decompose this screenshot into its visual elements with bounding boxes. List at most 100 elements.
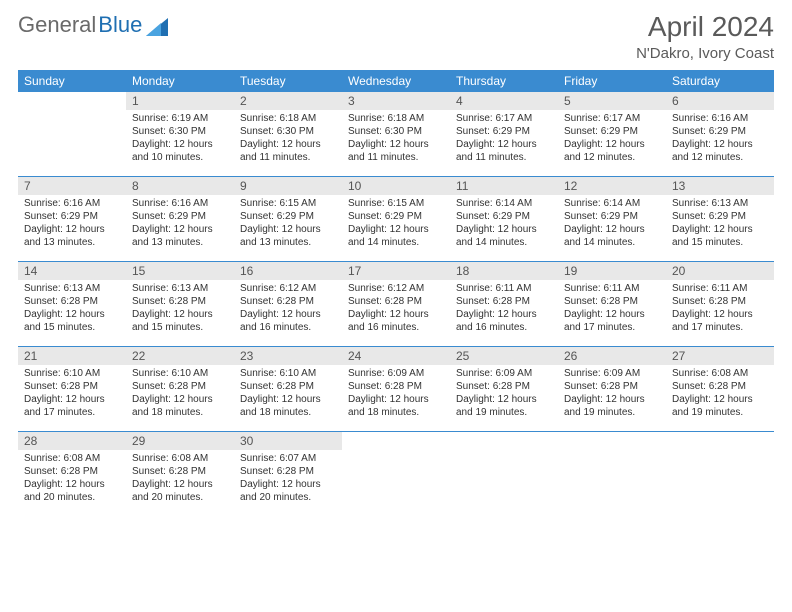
sunrise-text: Sunrise: 6:11 AM — [456, 282, 552, 295]
weekday-header: Tuesday — [234, 70, 342, 92]
daylight-text: Daylight: 12 hours and 19 minutes. — [564, 393, 660, 419]
day-number: 11 — [450, 177, 558, 195]
sunrise-text: Sunrise: 6:12 AM — [240, 282, 336, 295]
day-details: Sunrise: 6:13 AMSunset: 6:28 PMDaylight:… — [18, 280, 126, 338]
weekday-header: Sunday — [18, 70, 126, 92]
calendar-day-cell: 21Sunrise: 6:10 AMSunset: 6:28 PMDayligh… — [18, 346, 126, 431]
calendar-day-cell: 15Sunrise: 6:13 AMSunset: 6:28 PMDayligh… — [126, 261, 234, 346]
daylight-text: Daylight: 12 hours and 18 minutes. — [240, 393, 336, 419]
day-number: 7 — [18, 177, 126, 195]
sunrise-text: Sunrise: 6:10 AM — [240, 367, 336, 380]
sunrise-text: Sunrise: 6:09 AM — [348, 367, 444, 380]
daylight-text: Daylight: 12 hours and 10 minutes. — [132, 138, 228, 164]
day-number: 17 — [342, 262, 450, 280]
sunrise-text: Sunrise: 6:16 AM — [24, 197, 120, 210]
sunset-text: Sunset: 6:28 PM — [672, 380, 768, 393]
sunset-text: Sunset: 6:30 PM — [348, 125, 444, 138]
day-details: Sunrise: 6:11 AMSunset: 6:28 PMDaylight:… — [450, 280, 558, 338]
day-number: 25 — [450, 347, 558, 365]
calendar-week-row: 14Sunrise: 6:13 AMSunset: 6:28 PMDayligh… — [18, 261, 774, 346]
sunrise-text: Sunrise: 6:14 AM — [564, 197, 660, 210]
sunrise-text: Sunrise: 6:10 AM — [24, 367, 120, 380]
day-details: Sunrise: 6:12 AMSunset: 6:28 PMDaylight:… — [234, 280, 342, 338]
sunset-text: Sunset: 6:28 PM — [348, 295, 444, 308]
sunrise-text: Sunrise: 6:16 AM — [132, 197, 228, 210]
sunrise-text: Sunrise: 6:11 AM — [672, 282, 768, 295]
day-details: Sunrise: 6:09 AMSunset: 6:28 PMDaylight:… — [450, 365, 558, 423]
sunset-text: Sunset: 6:28 PM — [456, 380, 552, 393]
calendar-week-row: 21Sunrise: 6:10 AMSunset: 6:28 PMDayligh… — [18, 346, 774, 431]
daylight-text: Daylight: 12 hours and 12 minutes. — [672, 138, 768, 164]
day-number: 3 — [342, 92, 450, 110]
day-number: 2 — [234, 92, 342, 110]
day-number: 22 — [126, 347, 234, 365]
sunset-text: Sunset: 6:29 PM — [240, 210, 336, 223]
calendar-day-cell: 18Sunrise: 6:11 AMSunset: 6:28 PMDayligh… — [450, 261, 558, 346]
weekday-header: Thursday — [450, 70, 558, 92]
calendar-day-cell: 2Sunrise: 6:18 AMSunset: 6:30 PMDaylight… — [234, 92, 342, 177]
sunrise-text: Sunrise: 6:15 AM — [348, 197, 444, 210]
day-number: 9 — [234, 177, 342, 195]
day-number: 1 — [126, 92, 234, 110]
sunset-text: Sunset: 6:28 PM — [24, 380, 120, 393]
daylight-text: Daylight: 12 hours and 18 minutes. — [132, 393, 228, 419]
daylight-text: Daylight: 12 hours and 18 minutes. — [348, 393, 444, 419]
daylight-text: Daylight: 12 hours and 20 minutes. — [24, 478, 120, 504]
calendar-day-cell: 23Sunrise: 6:10 AMSunset: 6:28 PMDayligh… — [234, 346, 342, 431]
calendar-day-cell: 1Sunrise: 6:19 AMSunset: 6:30 PMDaylight… — [126, 92, 234, 177]
day-number: 14 — [18, 262, 126, 280]
sunrise-text: Sunrise: 6:13 AM — [132, 282, 228, 295]
sunset-text: Sunset: 6:28 PM — [564, 380, 660, 393]
calendar-day-cell: 6Sunrise: 6:16 AMSunset: 6:29 PMDaylight… — [666, 92, 774, 177]
calendar-day-cell: 17Sunrise: 6:12 AMSunset: 6:28 PMDayligh… — [342, 261, 450, 346]
calendar-day-cell: 13Sunrise: 6:13 AMSunset: 6:29 PMDayligh… — [666, 176, 774, 261]
page-location: N'Dakro, Ivory Coast — [636, 45, 774, 62]
calendar-day-cell: 25Sunrise: 6:09 AMSunset: 6:28 PMDayligh… — [450, 346, 558, 431]
title-block: April 2024 N'Dakro, Ivory Coast — [636, 12, 774, 62]
sunset-text: Sunset: 6:29 PM — [672, 125, 768, 138]
day-details: Sunrise: 6:11 AMSunset: 6:28 PMDaylight:… — [558, 280, 666, 338]
sunset-text: Sunset: 6:28 PM — [672, 295, 768, 308]
calendar-day-cell: 27Sunrise: 6:08 AMSunset: 6:28 PMDayligh… — [666, 346, 774, 431]
day-details: Sunrise: 6:10 AMSunset: 6:28 PMDaylight:… — [126, 365, 234, 423]
sunset-text: Sunset: 6:29 PM — [132, 210, 228, 223]
day-details: Sunrise: 6:18 AMSunset: 6:30 PMDaylight:… — [342, 110, 450, 168]
daylight-text: Daylight: 12 hours and 15 minutes. — [132, 308, 228, 334]
sunrise-text: Sunrise: 6:12 AM — [348, 282, 444, 295]
calendar-day-cell: 5Sunrise: 6:17 AMSunset: 6:29 PMDaylight… — [558, 92, 666, 177]
weekday-header: Saturday — [666, 70, 774, 92]
daylight-text: Daylight: 12 hours and 13 minutes. — [24, 223, 120, 249]
day-details: Sunrise: 6:14 AMSunset: 6:29 PMDaylight:… — [450, 195, 558, 253]
day-number: 20 — [666, 262, 774, 280]
sunset-text: Sunset: 6:28 PM — [240, 295, 336, 308]
daylight-text: Daylight: 12 hours and 19 minutes. — [456, 393, 552, 419]
day-number: 30 — [234, 432, 342, 450]
calendar-day-cell: 11Sunrise: 6:14 AMSunset: 6:29 PMDayligh… — [450, 176, 558, 261]
daylight-text: Daylight: 12 hours and 17 minutes. — [672, 308, 768, 334]
calendar-day-cell: 8Sunrise: 6:16 AMSunset: 6:29 PMDaylight… — [126, 176, 234, 261]
day-details: Sunrise: 6:14 AMSunset: 6:29 PMDaylight:… — [558, 195, 666, 253]
calendar-week-row: 7Sunrise: 6:16 AMSunset: 6:29 PMDaylight… — [18, 176, 774, 261]
day-number: 16 — [234, 262, 342, 280]
day-details: Sunrise: 6:10 AMSunset: 6:28 PMDaylight:… — [18, 365, 126, 423]
daylight-text: Daylight: 12 hours and 15 minutes. — [672, 223, 768, 249]
day-details: Sunrise: 6:17 AMSunset: 6:29 PMDaylight:… — [558, 110, 666, 168]
day-number: 21 — [18, 347, 126, 365]
day-details: Sunrise: 6:17 AMSunset: 6:29 PMDaylight:… — [450, 110, 558, 168]
weekday-header: Monday — [126, 70, 234, 92]
sunset-text: Sunset: 6:28 PM — [132, 465, 228, 478]
sunrise-text: Sunrise: 6:19 AM — [132, 112, 228, 125]
sunset-text: Sunset: 6:29 PM — [564, 125, 660, 138]
sunrise-text: Sunrise: 6:09 AM — [456, 367, 552, 380]
day-details: Sunrise: 6:12 AMSunset: 6:28 PMDaylight:… — [342, 280, 450, 338]
sunrise-text: Sunrise: 6:17 AM — [456, 112, 552, 125]
page-header: GeneralBlue April 2024 N'Dakro, Ivory Co… — [18, 12, 774, 62]
daylight-text: Daylight: 12 hours and 13 minutes. — [240, 223, 336, 249]
sunset-text: Sunset: 6:29 PM — [672, 210, 768, 223]
calendar-day-cell: 12Sunrise: 6:14 AMSunset: 6:29 PMDayligh… — [558, 176, 666, 261]
daylight-text: Daylight: 12 hours and 16 minutes. — [456, 308, 552, 334]
day-details: Sunrise: 6:09 AMSunset: 6:28 PMDaylight:… — [342, 365, 450, 423]
calendar-day-cell: 26Sunrise: 6:09 AMSunset: 6:28 PMDayligh… — [558, 346, 666, 431]
calendar-day-cell: 7Sunrise: 6:16 AMSunset: 6:29 PMDaylight… — [18, 176, 126, 261]
sunrise-text: Sunrise: 6:18 AM — [348, 112, 444, 125]
